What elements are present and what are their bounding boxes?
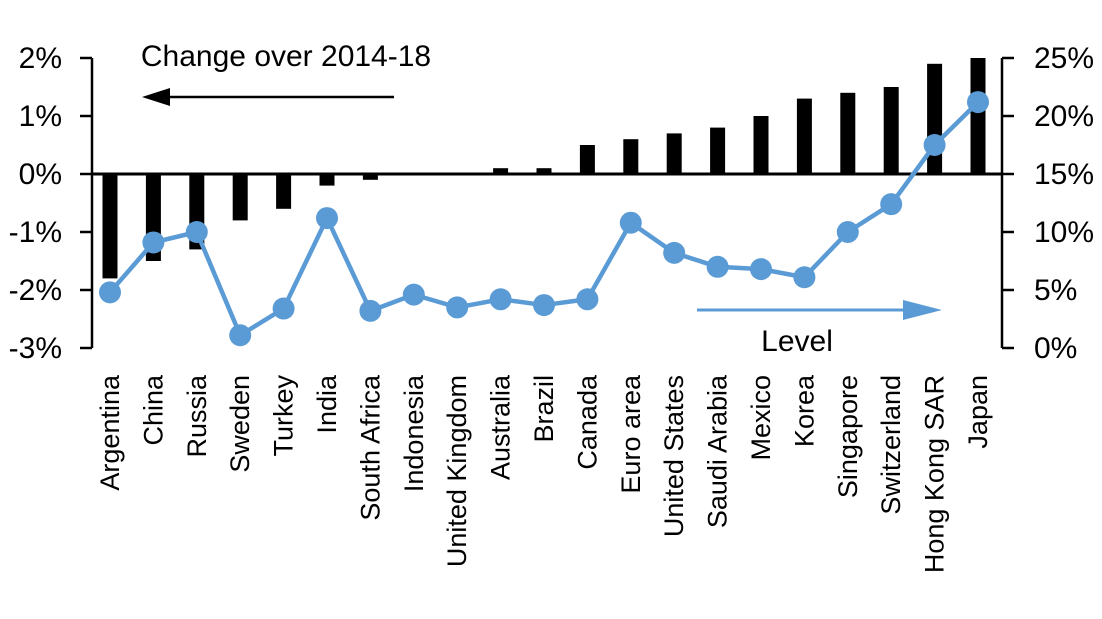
bar-switzerland xyxy=(883,87,899,174)
category-label-switzerland: Switzerland xyxy=(876,375,906,515)
right-axis-label-0-: 0% xyxy=(1034,332,1077,365)
bar-euro-area xyxy=(623,139,639,174)
marker-russia xyxy=(185,221,208,243)
bar-argentina xyxy=(102,174,118,279)
bar-saudi-arabia xyxy=(710,127,726,174)
marker-china xyxy=(142,231,165,254)
marker-switzerland xyxy=(880,193,903,216)
bar-canada xyxy=(579,145,595,174)
marker-brazil xyxy=(533,294,555,317)
category-label-united-states: United States xyxy=(659,375,689,537)
bar-sweden xyxy=(232,174,248,221)
line-series-annotation-label: Level xyxy=(761,325,833,358)
category-label-sweden: Sweden xyxy=(225,375,255,473)
left-axis-label--3-: -3% xyxy=(9,332,62,365)
category-label-brazil: Brazil xyxy=(529,375,559,443)
category-label-korea: Korea xyxy=(789,374,819,447)
marker-canada xyxy=(576,288,599,311)
bar-mexico xyxy=(753,116,769,174)
bar-singapore xyxy=(840,92,856,174)
category-label-japan: Japan xyxy=(963,375,993,449)
category-label-singapore: Singapore xyxy=(833,375,863,498)
category-label-euro-area: Euro area xyxy=(616,374,646,494)
right-axis-label-5-: 5% xyxy=(1034,274,1077,307)
marker-australia xyxy=(489,288,512,311)
category-label-saudi-arabia: Saudi Arabia xyxy=(703,374,733,528)
marker-argentina xyxy=(99,281,121,304)
marker-south-africa xyxy=(359,299,382,322)
marker-mexico xyxy=(750,258,772,281)
category-label-australia: Australia xyxy=(486,374,516,480)
right-axis-label-20-: 20% xyxy=(1034,100,1094,133)
bar-brazil xyxy=(536,168,552,174)
right-axis-label-25-: 25% xyxy=(1034,42,1094,75)
marker-indonesia xyxy=(402,283,425,306)
left-axis-label-0-: 0% xyxy=(19,158,62,191)
marker-united-states xyxy=(663,241,686,264)
category-label-argentina: Argentina xyxy=(95,374,125,491)
category-label-hong-kong-sar: Hong Kong SAR xyxy=(920,375,950,573)
category-label-china: China xyxy=(138,374,168,446)
category-label-indonesia: Indonesia xyxy=(399,374,429,492)
marker-turkey xyxy=(272,297,295,320)
category-label-russia: Russia xyxy=(182,374,212,458)
marker-hong-kong-sar xyxy=(923,134,946,156)
right-arrow-icon xyxy=(697,300,942,320)
category-label-south-africa: South Africa xyxy=(355,374,385,521)
marker-korea xyxy=(793,266,816,289)
marker-singapore xyxy=(836,221,859,243)
marker-saudi-arabia xyxy=(706,255,729,278)
marker-sweden xyxy=(229,324,252,347)
bar-series-layer xyxy=(102,58,986,279)
left-arrow-icon xyxy=(142,88,394,106)
category-label-united-kingdom: United Kingdom xyxy=(442,375,472,567)
category-label-mexico: Mexico xyxy=(746,375,776,461)
bar-united-states xyxy=(666,133,682,174)
marker-india xyxy=(316,207,338,230)
bar-turkey xyxy=(276,174,292,209)
left-axis-label-2-: 2% xyxy=(19,42,62,75)
bar-series-annotation-label: Change over 2014-18 xyxy=(141,40,431,73)
axes-layer xyxy=(80,56,1014,350)
left-axis-label-1-: 1% xyxy=(19,100,62,133)
bar-hong-kong-sar xyxy=(927,63,943,174)
marker-euro-area xyxy=(619,211,642,234)
category-label-canada: Canada xyxy=(572,374,602,470)
bar-india xyxy=(319,174,335,186)
category-label-turkey: Turkey xyxy=(269,375,299,457)
marker-united-kingdom xyxy=(446,296,469,319)
left-axis-label--1-: -1% xyxy=(9,216,62,249)
category-label-india: India xyxy=(312,374,342,434)
bar-south-africa xyxy=(362,174,378,180)
line-series-layer xyxy=(99,91,989,347)
right-axis-label-15-: 15% xyxy=(1034,158,1094,191)
bar-australia xyxy=(493,168,509,174)
right-axis-label-10-: 10% xyxy=(1034,216,1094,249)
bar-korea xyxy=(796,98,812,174)
marker-japan xyxy=(967,91,989,114)
bar-japan xyxy=(970,58,986,174)
axis-labels-layer: 2% 1% 0% -1% -2% -3% 25% 20% 15% 10% 5% 0% Argentina… xyxy=(9,42,1094,573)
left-axis-label--2-: -2% xyxy=(9,274,62,307)
